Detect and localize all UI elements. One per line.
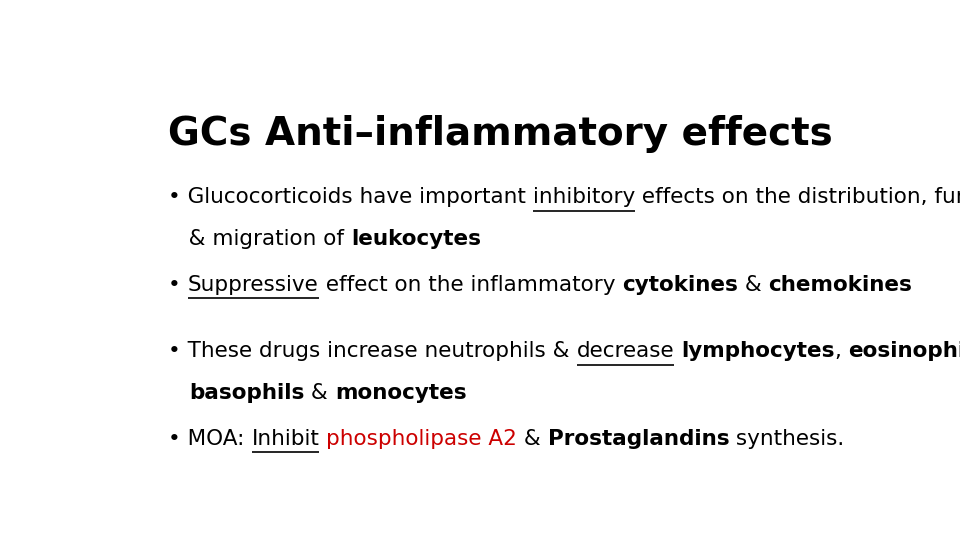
Text: &: & (304, 383, 335, 403)
Text: inhibitory: inhibitory (533, 187, 636, 207)
Text: • MOA:: • MOA: (168, 429, 252, 449)
Text: monocytes: monocytes (335, 383, 467, 403)
Text: &: & (738, 275, 769, 295)
Text: effects on the distribution, function: effects on the distribution, function (636, 187, 960, 207)
Text: ,: , (835, 341, 849, 361)
Text: eosinophils: eosinophils (849, 341, 960, 361)
Text: • These drugs increase neutrophils &: • These drugs increase neutrophils & (168, 341, 577, 361)
Text: basophils: basophils (189, 383, 304, 403)
Text: phospholipase A2: phospholipase A2 (326, 429, 517, 449)
Text: cytokines: cytokines (622, 275, 738, 295)
Text: &: & (517, 429, 548, 449)
Text: Inhibit: Inhibit (252, 429, 320, 449)
Text: chemokines: chemokines (769, 275, 913, 295)
Text: Prostaglandins: Prostaglandins (548, 429, 730, 449)
Text: leukocytes: leukocytes (351, 229, 481, 249)
Text: decrease: decrease (577, 341, 674, 361)
Text: effect on the inflammatory: effect on the inflammatory (319, 275, 622, 295)
Text: lymphocytes: lymphocytes (682, 341, 835, 361)
Text: synthesis.: synthesis. (730, 429, 845, 449)
Text: & migration of: & migration of (168, 229, 351, 249)
Text: • Glucocorticoids have important: • Glucocorticoids have important (168, 187, 533, 207)
Text: Suppressive: Suppressive (188, 275, 319, 295)
Text: •: • (168, 275, 188, 295)
Text: GCs Anti–inflammatory effects: GCs Anti–inflammatory effects (168, 114, 833, 153)
